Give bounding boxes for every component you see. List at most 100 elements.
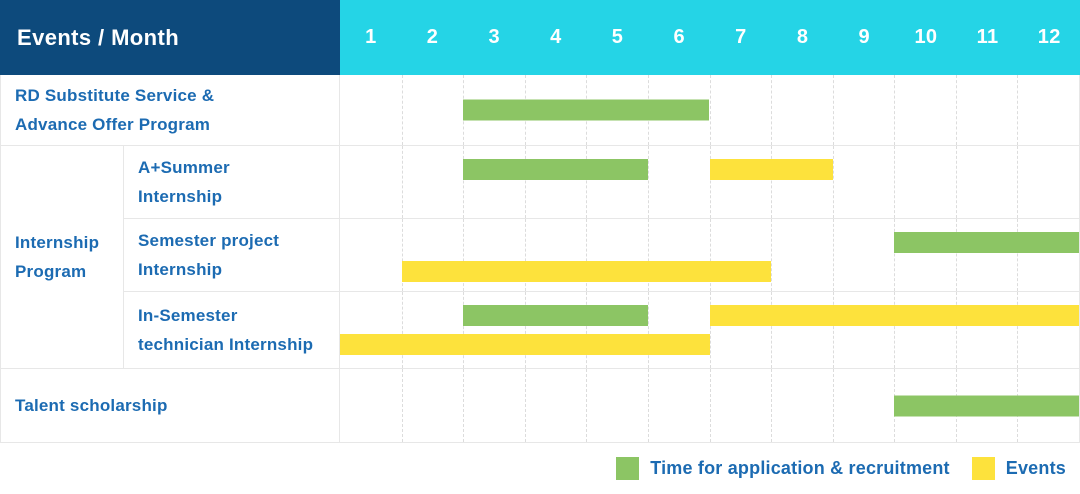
chart-cell xyxy=(340,219,1079,291)
month-gridline xyxy=(463,146,465,218)
chart-cell xyxy=(340,292,1079,368)
month-gridline xyxy=(524,146,526,218)
event-bar xyxy=(401,261,772,282)
month-gridline xyxy=(647,369,649,442)
month-gridline xyxy=(771,219,773,291)
month-gridline xyxy=(1017,292,1019,368)
event-bar xyxy=(709,159,833,180)
recruitment-bar xyxy=(463,159,648,180)
event-bar xyxy=(340,334,710,355)
month-gridline xyxy=(771,146,773,218)
row-label-line: A+Summer xyxy=(138,158,230,177)
row-label: In-Semester technician Internship xyxy=(124,292,340,368)
month-gridline xyxy=(524,219,526,291)
month-label: 10 xyxy=(914,26,938,48)
legend-swatch-event xyxy=(971,457,995,480)
month-gridline xyxy=(771,75,773,145)
month-gridline xyxy=(524,292,526,368)
recruitment-bar xyxy=(894,232,1079,253)
month-gridline xyxy=(832,75,834,145)
month-gridline xyxy=(894,146,896,218)
month-gridline xyxy=(401,219,403,291)
month-gridline xyxy=(463,369,465,442)
month-label: 1 xyxy=(365,26,377,48)
month-gridline xyxy=(771,292,773,368)
legend-item-event: Events xyxy=(971,457,1066,480)
table-row-rd-substitute: RD Substitute Service & Advance Offer Pro… xyxy=(1,75,1079,146)
month-gridline xyxy=(894,75,896,145)
month-label: 11 xyxy=(976,26,999,48)
month-gridline xyxy=(586,219,588,291)
chart-cell xyxy=(340,369,1079,442)
month-gridline xyxy=(894,292,896,368)
month-gridline xyxy=(401,292,403,368)
month-gridline xyxy=(832,369,834,442)
month-gridline xyxy=(401,369,403,442)
month-label: 12 xyxy=(1037,26,1061,48)
table-row-talent-scholarship: Talent scholarship xyxy=(1,369,1079,443)
month-gridline xyxy=(955,292,957,368)
month-gridline xyxy=(647,219,649,291)
month-label: 4 xyxy=(550,26,562,48)
legend-item-recruitment: Time for application & recruitment xyxy=(616,457,950,480)
month-gridline xyxy=(709,75,711,145)
month-gridline xyxy=(1017,75,1019,145)
month-gridline xyxy=(647,292,649,368)
header-title-cell: Events / Month xyxy=(0,0,340,75)
recruitment-bar xyxy=(463,99,710,121)
table-row-semester-project: Semester project Internship xyxy=(124,219,1079,292)
group-label: Internship Program xyxy=(1,146,124,368)
month-label: 2 xyxy=(426,26,439,48)
row-label-line: technician Internship xyxy=(138,335,314,354)
month-label: 3 xyxy=(488,26,500,48)
group-row-internship-program: Internship Program A+Summer Internship Se… xyxy=(1,146,1079,369)
month-gridline xyxy=(709,146,711,218)
month-label: 9 xyxy=(858,26,870,48)
chart-cell xyxy=(340,146,1079,218)
row-label: RD Substitute Service & Advance Offer Pro… xyxy=(1,75,340,145)
month-gridline xyxy=(894,219,896,291)
month-gridline xyxy=(832,146,834,218)
month-gridline xyxy=(709,219,711,291)
legend: Time for application & recruitment Events xyxy=(0,443,1080,494)
month-gridline xyxy=(463,219,465,291)
row-label-line: Internship xyxy=(138,260,223,279)
month-gridline xyxy=(771,369,773,442)
event-bar xyxy=(709,305,1079,326)
table-row-in-semester: In-Semester technician Internship xyxy=(124,292,1079,368)
row-label-line: Talent scholarship xyxy=(15,396,168,415)
table-row-a-summer: A+Summer Internship xyxy=(124,146,1079,219)
month-gridline xyxy=(586,146,588,218)
month-gridline xyxy=(955,75,957,145)
month-gridline xyxy=(832,292,834,368)
group-label-text: Internship Program xyxy=(15,233,100,281)
header-title: Events / Month xyxy=(17,24,180,50)
row-label-line: In-Semester xyxy=(138,306,238,325)
table-body: RD Substitute Service & Advance Offer Pro… xyxy=(0,75,1080,443)
row-label: A+Summer Internship xyxy=(124,146,340,218)
month-gridline xyxy=(709,292,711,368)
recruitment-bar xyxy=(463,305,648,326)
group-sub-rows: A+Summer Internship Semester project Inter… xyxy=(124,146,1079,368)
recruitment-bar xyxy=(894,395,1079,416)
row-label-line: Semester project xyxy=(138,231,280,250)
table-header: Events / Month 1 2 3 4 5 6 7 8 9 10 11 12 xyxy=(0,0,1080,75)
legend-label: Time for application & recruitment xyxy=(650,458,950,478)
month-gridline xyxy=(709,369,711,442)
row-label-line: RD Substitute Service & xyxy=(15,86,215,105)
month-label: 5 xyxy=(611,26,624,48)
month-gridline xyxy=(401,75,403,145)
row-label: Semester project Internship xyxy=(124,219,340,291)
month-gridline xyxy=(586,369,588,442)
month-label: 6 xyxy=(673,26,685,48)
month-gridline xyxy=(955,219,957,291)
row-label-line: Internship xyxy=(138,187,223,206)
chart-cell xyxy=(340,75,1079,145)
legend-label: Events xyxy=(1005,458,1066,478)
month-gridline xyxy=(955,146,957,218)
month-gridline xyxy=(463,292,465,368)
month-header: 1 2 3 4 5 6 7 8 9 10 11 12 xyxy=(340,0,1080,75)
month-gridline xyxy=(524,369,526,442)
month-gridline xyxy=(586,292,588,368)
month-gridline xyxy=(401,146,403,218)
